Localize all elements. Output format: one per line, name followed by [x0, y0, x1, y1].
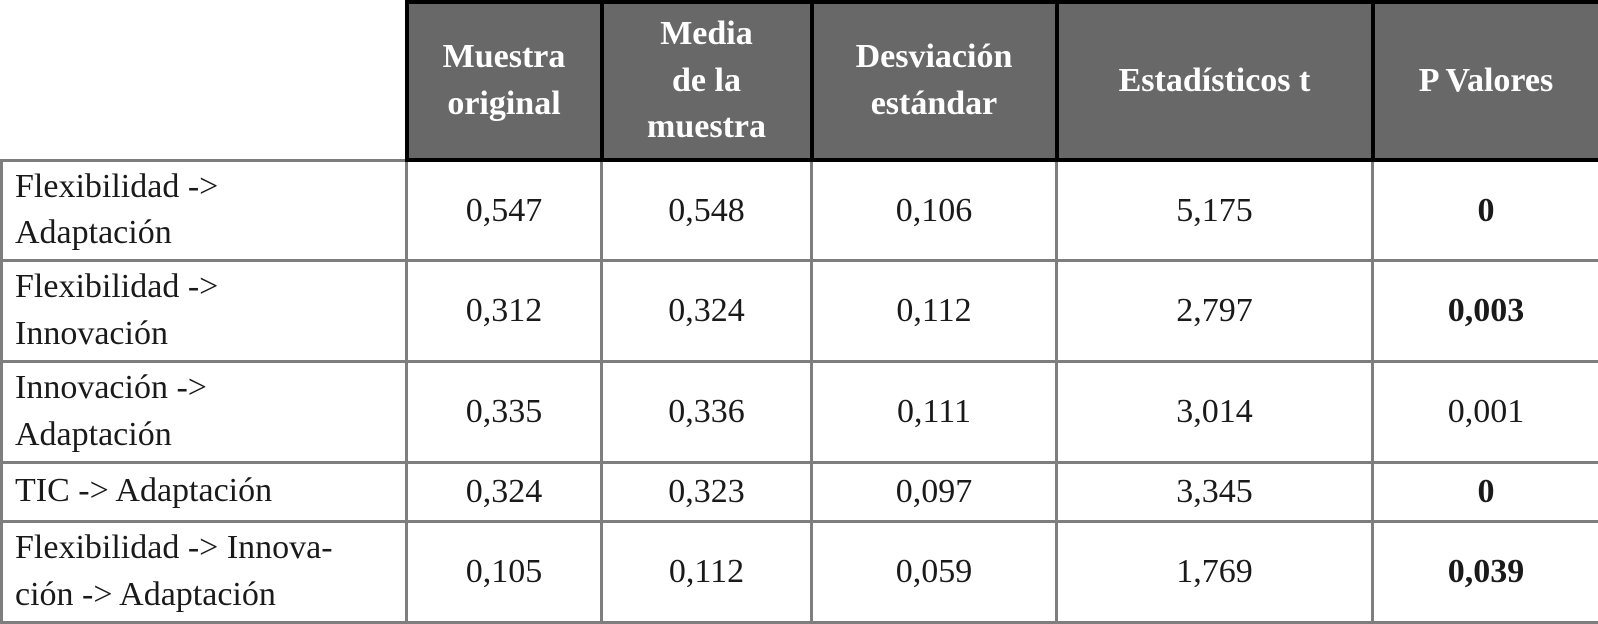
col-header-p-valores: P Valores: [1373, 2, 1598, 160]
corner-cell: [2, 2, 407, 160]
cell-estadistico-t: 5,175: [1057, 160, 1373, 261]
header-row: Muestra original Media de la muestra Des…: [2, 2, 1598, 160]
cell-estadistico-t: 1,769: [1057, 521, 1373, 622]
cell-muestra-original: 0,312: [407, 261, 602, 362]
cell-muestra-original: 0,335: [407, 362, 602, 463]
cell-estadistico-t: 2,797: [1057, 261, 1373, 362]
col-header-muestra-original: Muestra original: [407, 2, 602, 160]
table-row: Flexibilidad -> Innovación 0,312 0,324 0…: [2, 261, 1598, 362]
table-row: Innovación -> Adaptación 0,335 0,336 0,1…: [2, 362, 1598, 463]
cell-media-de-la-muestra: 0,323: [602, 462, 812, 521]
cell-media-de-la-muestra: 0,112: [602, 521, 812, 622]
row-label: TIC -> Adaptación: [2, 462, 407, 521]
cell-muestra-original: 0,105: [407, 521, 602, 622]
row-label: Flexibilidad -> Innovación: [2, 261, 407, 362]
cell-media-de-la-muestra: 0,336: [602, 362, 812, 463]
table-row: TIC -> Adaptación 0,324 0,323 0,097 3,34…: [2, 462, 1598, 521]
cell-media-de-la-muestra: 0,324: [602, 261, 812, 362]
cell-p-valor: 0,001: [1373, 362, 1598, 463]
cell-estadistico-t: 3,014: [1057, 362, 1373, 463]
col-header-media-de-la-muestra: Media de la muestra: [602, 2, 812, 160]
cell-desviacion-estandar: 0,112: [812, 261, 1057, 362]
cell-p-valor: 0,039: [1373, 521, 1598, 622]
cell-muestra-original: 0,547: [407, 160, 602, 261]
cell-desviacion-estandar: 0,097: [812, 462, 1057, 521]
cell-media-de-la-muestra: 0,548: [602, 160, 812, 261]
col-header-estadisticos-t: Estadísticos t: [1057, 2, 1373, 160]
cell-desviacion-estandar: 0,111: [812, 362, 1057, 463]
cell-p-valor: 0: [1373, 160, 1598, 261]
cell-desviacion-estandar: 0,059: [812, 521, 1057, 622]
cell-p-valor: 0: [1373, 462, 1598, 521]
row-label: Flexibilidad -> Adaptación: [2, 160, 407, 261]
cell-muestra-original: 0,324: [407, 462, 602, 521]
row-label: Flexibilidad -> Innova- ción -> Adaptaci…: [2, 521, 407, 622]
cell-p-valor: 0,003: [1373, 261, 1598, 362]
cell-estadistico-t: 3,345: [1057, 462, 1373, 521]
col-header-desviacion-estandar: Desviación estándar: [812, 2, 1057, 160]
table-row: Flexibilidad -> Innova- ción -> Adaptaci…: [2, 521, 1598, 622]
row-label: Innovación -> Adaptación: [2, 362, 407, 463]
cell-desviacion-estandar: 0,106: [812, 160, 1057, 261]
table-row: Flexibilidad -> Adaptación 0,547 0,548 0…: [2, 160, 1598, 261]
